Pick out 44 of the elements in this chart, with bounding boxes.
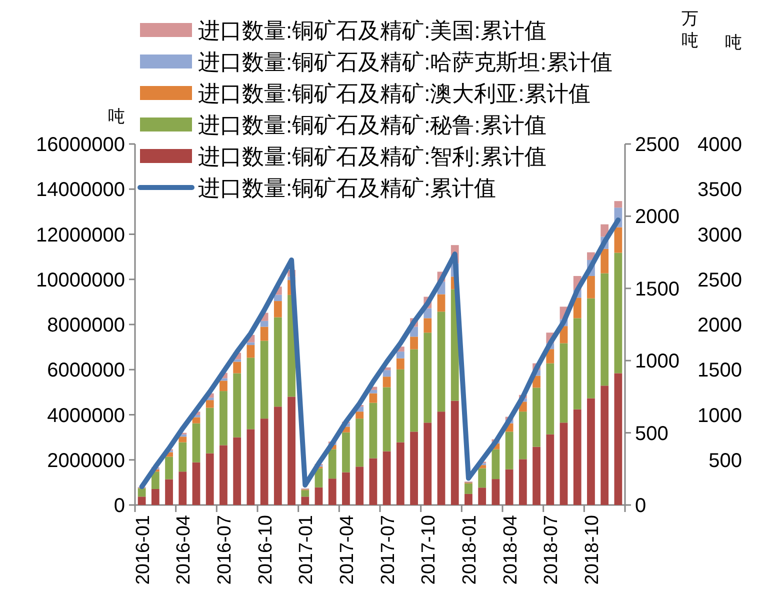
x-tick-label: 2018-01 xyxy=(459,515,480,585)
legend-label: 进口数量:铜矿石及精矿:累计值 xyxy=(198,176,496,200)
x-tick-label: 2016-10 xyxy=(255,515,276,585)
y-tick-label: 2000000 xyxy=(47,450,125,472)
y-tick-label: 10000000 xyxy=(36,269,125,292)
y-tick-label: 4000000 xyxy=(47,404,125,427)
y3-axis-title: 吨 xyxy=(725,33,742,52)
legend-label: 进口数量:铜矿石及精矿:智利:累计值 xyxy=(198,144,546,169)
x-tick-label: 2018-04 xyxy=(500,514,522,585)
x-tick-label: 2017-01 xyxy=(296,515,318,585)
y2-tick-label: 2500 xyxy=(635,134,680,156)
y-tick-label: 16000000 xyxy=(36,134,125,156)
legend-label: 进口数量:铜矿石及精矿:哈萨克斯坦:累计值 xyxy=(198,50,612,74)
x-tick-label: 2017-07 xyxy=(378,515,399,585)
y-tick-label: 6000000 xyxy=(47,360,125,382)
y3-tick-label: 3500 xyxy=(698,179,742,202)
y2-tick-label: 1500 xyxy=(635,278,680,300)
x-tick-label: 2018-07 xyxy=(541,515,562,585)
legend-label: 进口数量:铜矿石及精矿:秘鲁:累计值 xyxy=(198,112,546,138)
y2-tick-label: 0 xyxy=(635,495,646,517)
x-tick-label: 2016-07 xyxy=(214,515,236,585)
y2-axis-title: 万吨 xyxy=(682,9,698,50)
y3-tick-label: 2000 xyxy=(698,314,742,336)
y2-tick-label: 500 xyxy=(635,422,668,445)
y-tick-label: 14000000 xyxy=(36,179,125,202)
y-tick-label: 12000000 xyxy=(36,224,125,246)
legend-label: 进口数量:铜矿石及精矿:美国:累计值 xyxy=(198,18,546,43)
y-axis-title: 吨 xyxy=(108,107,125,126)
y3-tick-label: 1500 xyxy=(698,360,742,382)
x-tick-label: 2018-10 xyxy=(582,515,603,585)
y3-tick-label: 2500 xyxy=(698,269,742,292)
y3-tick-label: 4000 xyxy=(698,134,742,156)
x-tick-label: 2017-04 xyxy=(336,514,358,585)
x-tick-label: 2017-10 xyxy=(418,515,440,585)
y-tick-label: 0 xyxy=(114,495,125,517)
y2-tick-label: 1000 xyxy=(635,350,680,373)
x-tick-label: 2016-04 xyxy=(174,514,195,585)
y-tick-label: 8000000 xyxy=(47,314,125,336)
y3-tick-label: 500 xyxy=(708,450,742,472)
x-tick-label: 2016-01 xyxy=(132,515,154,585)
y3-tick-label: 1000 xyxy=(698,404,742,427)
legend-label: 进口数量:铜矿石及精矿:澳大利亚:累计值 xyxy=(198,81,590,106)
y3-tick-label: 3000 xyxy=(698,224,742,246)
y2-tick-label: 2000 xyxy=(635,206,680,228)
